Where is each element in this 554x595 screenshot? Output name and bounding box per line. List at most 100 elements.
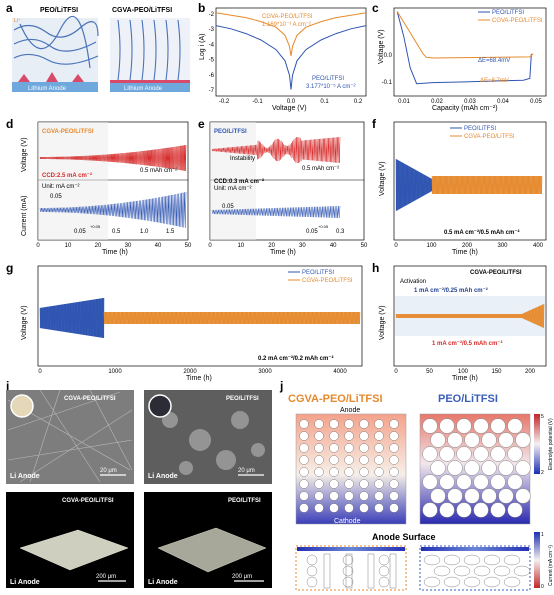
panel-h-letter: h xyxy=(372,261,379,275)
panel-j-peo-pore xyxy=(430,432,446,448)
panel-e-ccd: CCD:0.3 mA cm⁻² xyxy=(214,178,264,185)
panel-j-cgva-pore xyxy=(329,491,339,501)
panel-d-xlabel: Time (h) xyxy=(102,249,128,256)
panel-j-cb2-min: 0 xyxy=(541,584,544,590)
panel-c-xlabel: Capacity (mAh cm⁻²) xyxy=(432,105,498,112)
panel-j-peo-pores xyxy=(422,418,531,518)
panel-j-peo-pore xyxy=(422,502,438,518)
panel-b-frame xyxy=(215,7,367,97)
panel-c: c Voltage (V) Capacity (mAh cm⁻²) 0.0 -0.… xyxy=(372,1,547,112)
panel-b-y-tick-5: -7 xyxy=(209,88,215,94)
panel-f-xlabel: Time (h) xyxy=(452,249,478,256)
panel-f-legend-peo: PEO/LiTFSI xyxy=(464,126,496,132)
panel-j-peo-pore xyxy=(490,502,506,518)
panel-j-peo-pore xyxy=(490,418,506,434)
panel-b-x-tick-0: -0.2 xyxy=(219,99,230,105)
panel-i-sem-peo-grains xyxy=(162,411,265,475)
panel-g-peo-line xyxy=(39,297,105,339)
panel-d-step-1: 0.5 xyxy=(112,229,121,235)
panel-j-cgva-surface-pore xyxy=(342,576,354,588)
panel-f-x-tick-0: 0 xyxy=(394,243,398,249)
panel-e-title: PEO/LiTFSI xyxy=(214,129,247,135)
panel-j-peo-pore xyxy=(507,502,523,518)
panel-b-x-tick-2: 0.0 xyxy=(287,99,296,105)
panel-e-x-tick-4: 40 xyxy=(330,243,337,249)
panel-j-peo-title: PEO/LiTFSI xyxy=(438,393,498,405)
panel-b-peo-label: PEO/LiTFSI xyxy=(312,76,344,82)
panel-j-peo-surface-pore xyxy=(483,554,501,566)
panel-j-cgva-surface-channel xyxy=(323,553,331,589)
panel-j-cgva-pore xyxy=(299,479,309,489)
panel-j-cgva-surface-pore xyxy=(378,576,390,588)
panel-j-letter: j xyxy=(279,379,283,393)
panel-i-3d-cgva-surface xyxy=(19,529,129,571)
panel-j-cb2-max: 1 xyxy=(541,532,544,538)
panel-j-peo-pore xyxy=(422,474,438,490)
panel-j-cgva-pore xyxy=(329,419,339,429)
panel-f-traces xyxy=(395,158,543,211)
panel-j-peo-pore xyxy=(490,446,506,462)
panel-e-x-tick-2: 20 xyxy=(268,243,275,249)
panel-i-tr-label: PEO/LiTFSI xyxy=(226,396,259,402)
panel-j-peo-pore xyxy=(507,446,523,462)
panel-b-x-tick-4: 0.2 xyxy=(354,99,363,105)
panel-j-cgva-pore xyxy=(344,443,354,453)
panel-j-peo-pore xyxy=(456,418,472,434)
panel-j-peo-surface-pore xyxy=(463,576,481,588)
panel-e-current-trace xyxy=(211,205,341,219)
panel-j-peo-surface-pore xyxy=(423,576,441,588)
panel-j-cgva-pore xyxy=(344,467,354,477)
panel-e-step-0: 0.05 xyxy=(306,229,318,235)
panel-j-peo-pore xyxy=(481,432,497,448)
panel-e-instability: Instability xyxy=(230,156,255,162)
panel-c-x-tick-0: 0.01 xyxy=(398,99,410,105)
panel-d-letter: d xyxy=(6,117,13,131)
panel-e-unit: Unit: mA cm⁻² xyxy=(214,186,252,192)
panel-b-xlabel: Voltage (V) xyxy=(272,105,307,112)
panel-j-cgva-surface xyxy=(295,545,407,591)
panel-c-y-tick-1: -0.1 xyxy=(382,80,393,86)
panel-a-left-anode-label: Lithium Anode xyxy=(28,86,67,92)
panel-i-bl-li: Li Anode xyxy=(10,579,40,586)
panel-d-voltage-line xyxy=(39,144,187,171)
panel-j-cgva-pore xyxy=(374,491,384,501)
panel-c-y-tick-0: 0.0 xyxy=(384,53,393,59)
panel-i-tr-scale: 20 μm xyxy=(238,468,255,474)
panel-f-peo-line xyxy=(395,158,433,211)
panel-f-x-tick-3: 300 xyxy=(497,243,508,249)
panel-f-x-tick-1: 100 xyxy=(426,243,437,249)
panel-i: i CGVA-PEO/LiTFSI Li Anode 20 μm PEO/LiT… xyxy=(6,379,272,588)
panel-j-peo-pore xyxy=(456,446,472,462)
panel-j-cgva-pore xyxy=(329,467,339,477)
panel-e-rate: 0.5 mAh cm⁻² xyxy=(302,166,339,172)
panel-j-cgva-pore xyxy=(359,455,369,465)
panel-j-cgva-pore xyxy=(314,443,324,453)
panel-j-cgva-pore xyxy=(299,455,309,465)
panel-j-cgva-pore xyxy=(329,479,339,489)
panel-j-peo-pore xyxy=(481,488,497,504)
panel-e-step-1: 0.3 xyxy=(336,229,345,235)
panel-e-voltage-line xyxy=(211,136,341,164)
panel-c-x-tick-4: 0.05 xyxy=(530,99,542,105)
panel-j-cgva-surface-pores xyxy=(306,553,397,589)
panel-a-left-chains xyxy=(13,16,99,69)
panel-e-x-tick-1: 10 xyxy=(237,243,244,249)
panel-j-cgva-pore xyxy=(359,419,369,429)
panel-f-legend-cgva: CGVA-PEO/LiTFSI xyxy=(464,134,515,140)
panel-a-right-chains xyxy=(117,19,181,81)
panel-a-left-anode xyxy=(12,82,98,92)
panel-f: f PEO/LiTFSI CGVA-PEO/LiTFSI 0.5 mA cm⁻²… xyxy=(372,117,547,256)
panel-c-series-cgva xyxy=(396,11,534,59)
panel-i-cgva-photo xyxy=(10,394,34,418)
panel-c-x-tick-3: 0.04 xyxy=(497,99,509,105)
panel-j-peo-pore xyxy=(439,446,455,462)
panel-j-cgva-pore xyxy=(344,479,354,489)
panel-i-sem-cgva-fibers xyxy=(7,389,133,483)
panel-j-cgva-pore xyxy=(344,431,354,441)
panel-c-legend-cgva: CGVA-PEO/LiTFSI xyxy=(492,18,543,24)
panel-h-title: CGVA-PEO/LiTFSI xyxy=(470,270,522,276)
panel-f-x-tick-4: 400 xyxy=(533,243,544,249)
panel-g: g PEO/LiTFSI CGVA-PEO/LiTFSI 0.2 mA cm⁻²… xyxy=(6,261,363,382)
panel-d-unit: Unit: mA cm⁻² xyxy=(42,184,80,190)
panel-c-ylabel: Voltage (V) xyxy=(378,29,385,64)
